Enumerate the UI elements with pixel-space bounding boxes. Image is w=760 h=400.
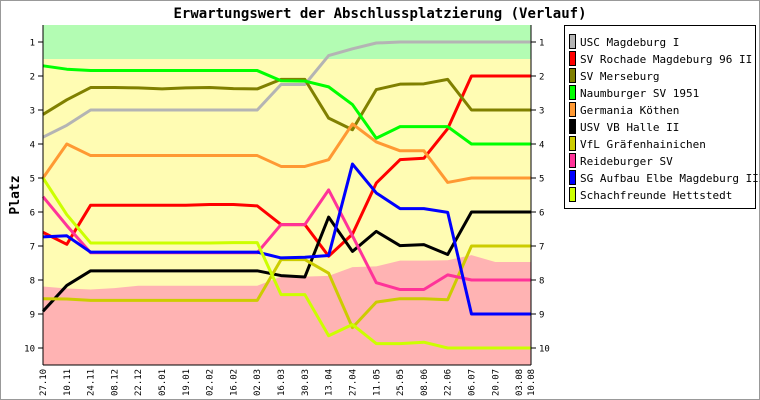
chart-title: Erwartungswert der Abschlussplatzierung … <box>173 6 586 22</box>
y-tick-label-left: 1 <box>30 39 35 49</box>
x-tick-label: 22.12 <box>134 369 144 396</box>
x-tick-label: 08.12 <box>110 369 120 396</box>
y-tick-label-right: 4 <box>539 141 544 151</box>
legend-swatch <box>569 51 576 66</box>
x-tick-label: 13.04 <box>325 369 335 396</box>
relegation-zone <box>43 255 531 365</box>
x-tick-label: 02.03 <box>253 369 263 396</box>
x-tick-label: 24.11 <box>87 369 97 396</box>
legend-swatch <box>569 170 576 185</box>
x-tick-label: 10.11 <box>63 369 73 396</box>
x-tick-label: 30.03 <box>301 369 311 396</box>
legend-swatch <box>569 85 576 100</box>
y-tick-label-right: 9 <box>539 311 544 321</box>
legend-label: USV VB Halle II <box>580 121 679 134</box>
x-tick-label: 27.10 <box>39 369 49 396</box>
y-tick-label-left: 3 <box>30 107 35 117</box>
x-tick-label: 20.07 <box>491 369 501 396</box>
x-tick-label: 25.05 <box>396 369 406 396</box>
legend-swatch <box>569 68 576 83</box>
y-tick-label-left: 9 <box>30 311 35 321</box>
x-tick-label: 06.07 <box>467 369 477 396</box>
y-axis-label: Platz <box>8 175 23 214</box>
x-tick-label: 27.04 <box>348 369 358 396</box>
y-tick-label-left: 6 <box>30 209 35 219</box>
y-tick-label-right: 1 <box>539 39 544 49</box>
x-tick-label: 22.06 <box>444 369 454 396</box>
legend-swatch <box>569 119 576 134</box>
y-tick-label-left: 7 <box>30 243 35 253</box>
legend-swatch <box>569 153 576 168</box>
x-tick-label: 19.01 <box>182 369 192 396</box>
y-tick-label-right: 10 <box>539 345 550 355</box>
y-tick-label-left: 2 <box>30 73 35 83</box>
y-tick-label-left: 4 <box>30 141 35 151</box>
series-line-8 <box>42 162 531 316</box>
legend-label: Germania Köthen <box>580 104 679 117</box>
series-line-5 <box>41 210 531 313</box>
y-tick-label-right: 8 <box>539 277 544 287</box>
series-line-2 <box>42 77 531 132</box>
legend-swatch <box>569 187 576 202</box>
x-tick-label: 10.08 <box>527 369 537 396</box>
y-tick-label-right: 2 <box>539 73 544 83</box>
legend-label: VfL Gräfenhainichen <box>580 138 706 151</box>
x-tick-label: 03.08 <box>515 369 525 396</box>
legend-swatch <box>569 34 576 49</box>
y-tick-label-right: 3 <box>539 107 544 117</box>
series-line-9 <box>41 177 531 350</box>
series-line-6 <box>42 244 531 330</box>
x-tick-label: 05.01 <box>158 369 168 396</box>
legend-label: Reideburger SV <box>580 155 673 168</box>
legend-label: USC Magdeburg I <box>580 36 679 49</box>
x-tick-label: 08.06 <box>420 369 430 396</box>
legend-swatch <box>569 136 576 151</box>
series-line-0 <box>42 40 531 139</box>
legend-label: Schachfreunde Hettstedt <box>580 189 732 202</box>
series-line-4 <box>41 122 531 184</box>
y-tick-label-left: 5 <box>30 175 35 185</box>
y-tick-label-left: 10 <box>24 345 35 355</box>
x-tick-label: 11.05 <box>372 369 382 396</box>
legend-label: SV Rochade Magdeburg 96 II <box>580 53 752 66</box>
y-tick-label-right: 6 <box>539 209 544 219</box>
legend-box <box>564 25 756 209</box>
y-tick-label-right: 7 <box>539 243 544 253</box>
y-tick-label-left: 8 <box>30 277 35 287</box>
legend-swatch <box>569 102 576 117</box>
x-tick-label: 02.02 <box>206 369 216 396</box>
legend-label: SG Aufbau Elbe Magdeburg III <box>580 172 760 185</box>
legend-label: SV Merseburg <box>580 70 659 83</box>
y-tick-label-right: 5 <box>539 175 544 185</box>
legend-label: Naumburger SV 1951 <box>580 87 699 100</box>
series-line-3 <box>42 64 531 146</box>
x-tick-label: 16.03 <box>277 369 287 396</box>
x-tick-label: 16.02 <box>229 369 239 396</box>
